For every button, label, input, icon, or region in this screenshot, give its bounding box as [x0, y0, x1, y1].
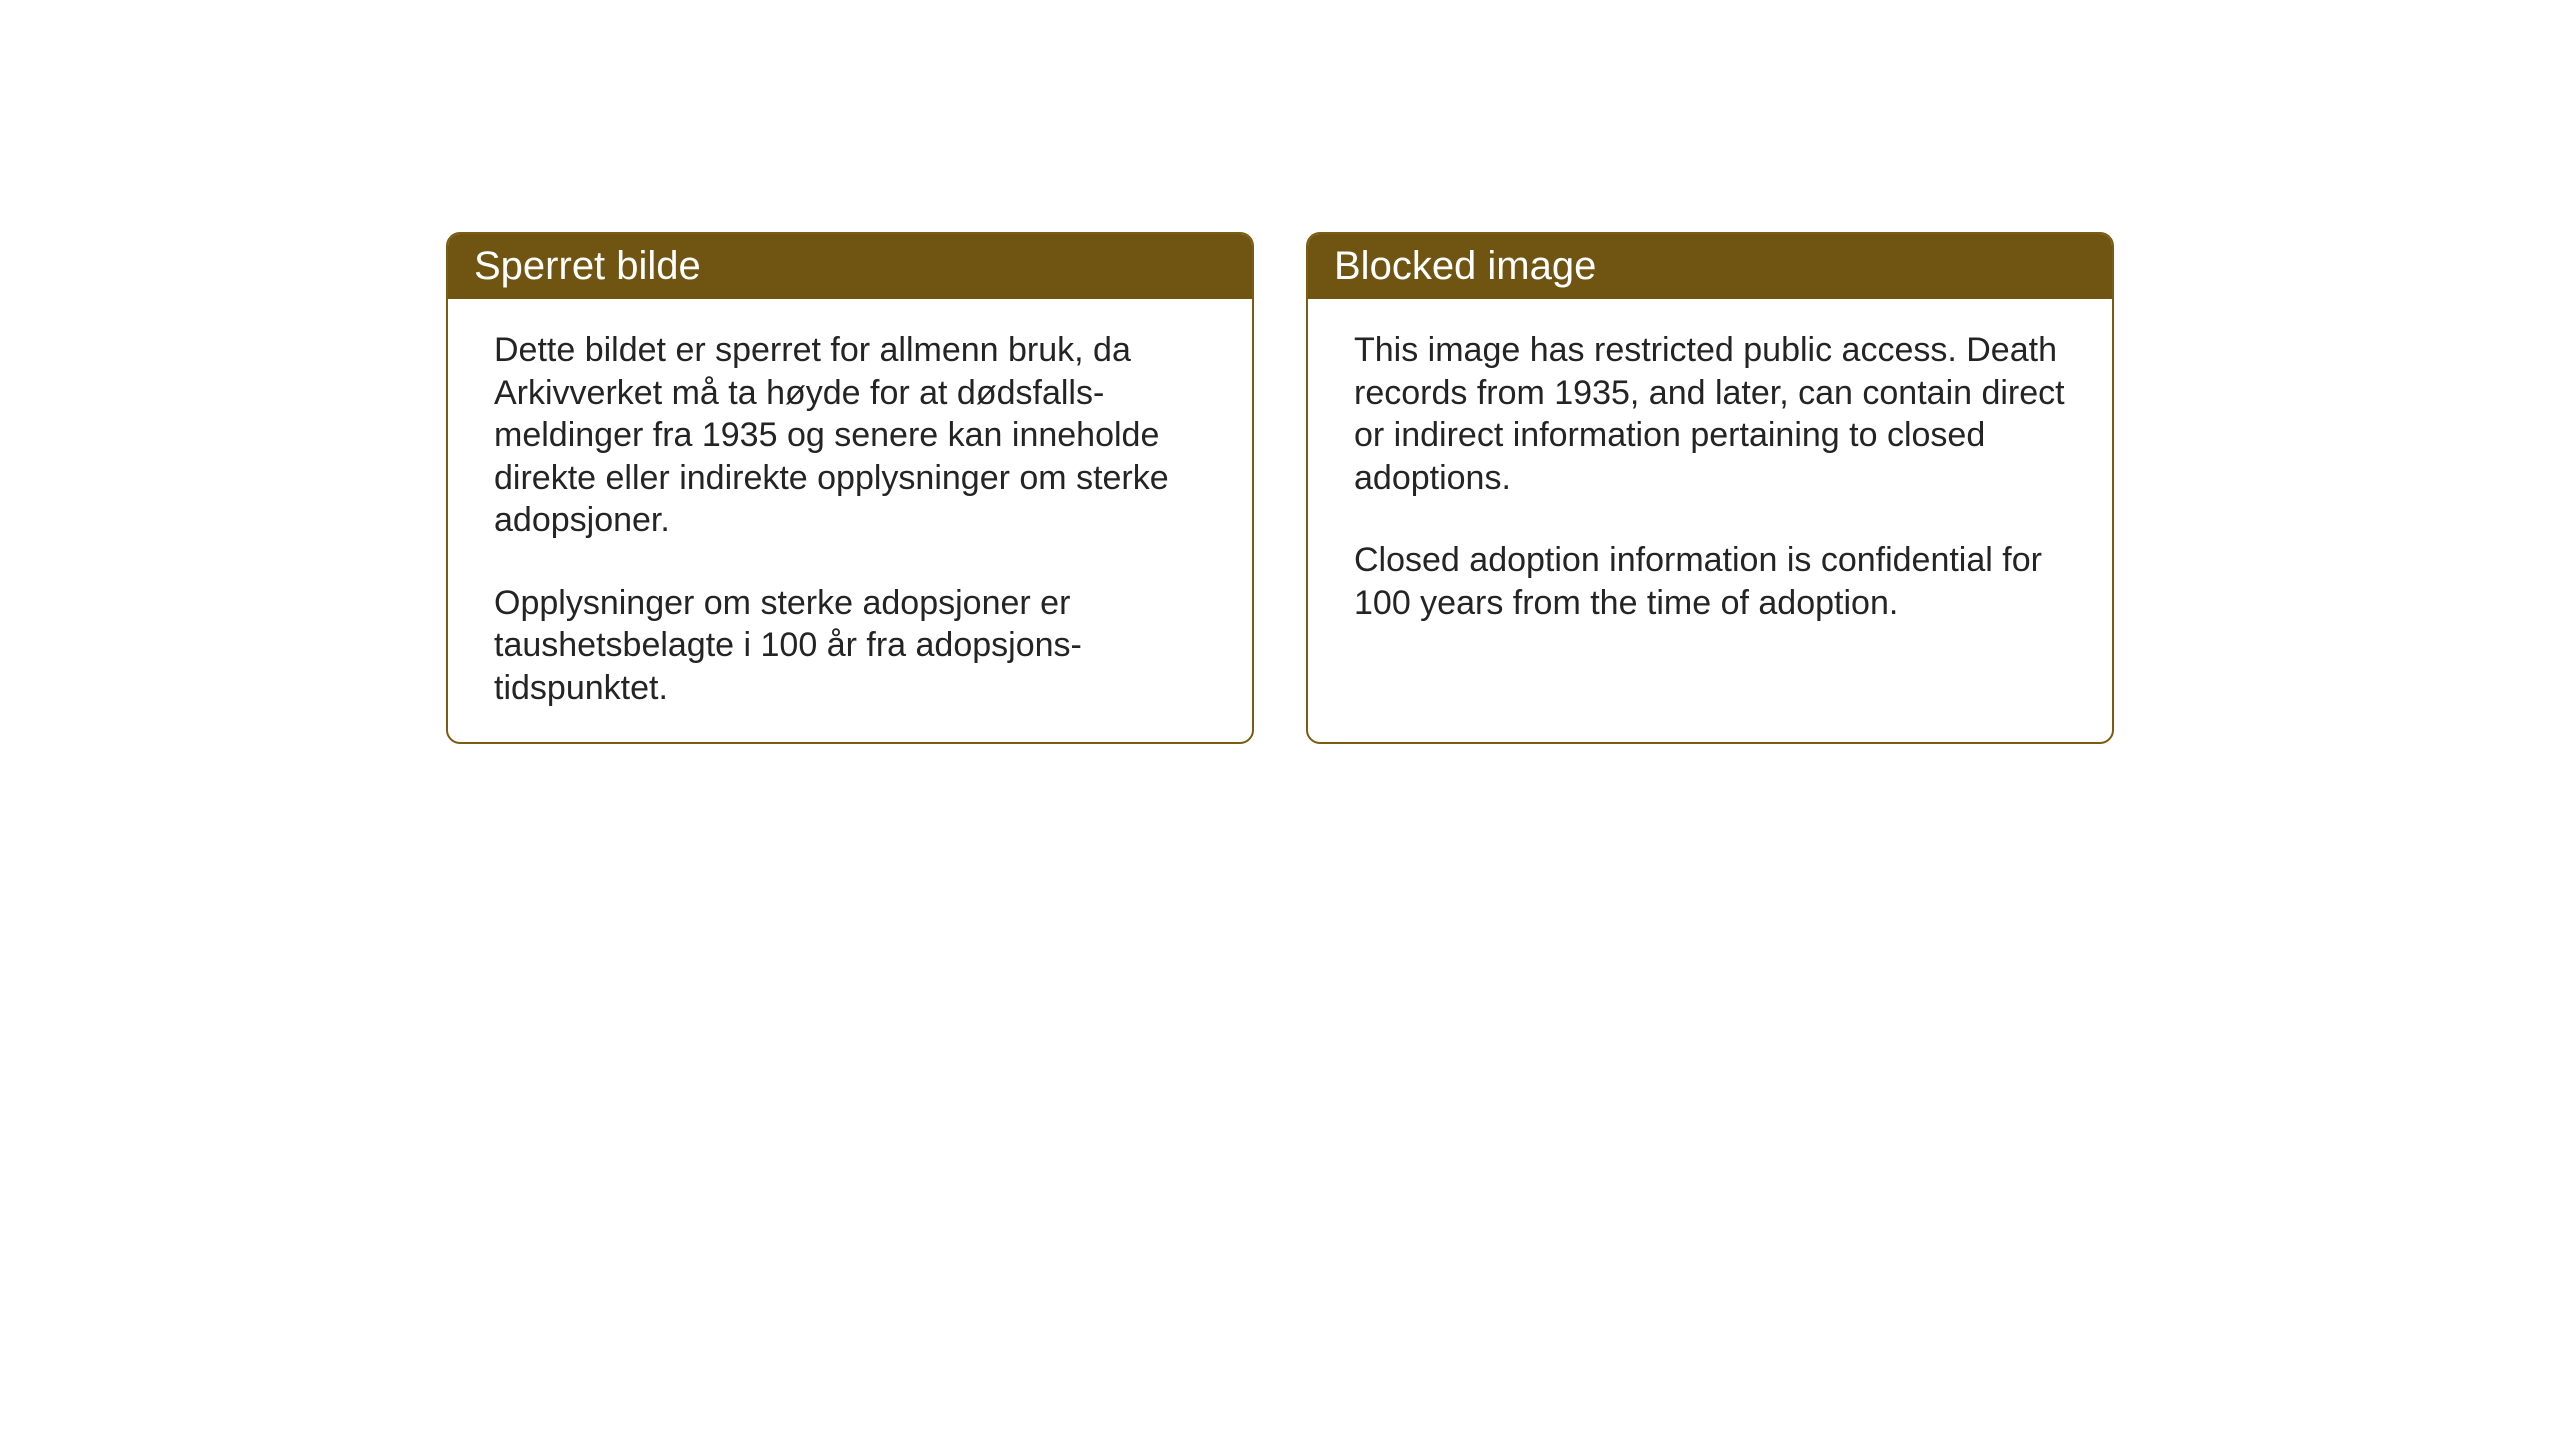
english-panel: Blocked image This image has restricted …	[1306, 232, 2114, 744]
norwegian-panel-header: Sperret bilde	[448, 234, 1252, 299]
norwegian-panel-body: Dette bildet er sperret for allmenn bruk…	[448, 299, 1252, 744]
english-paragraph-1: This image has restricted public access.…	[1354, 329, 2066, 499]
english-panel-header: Blocked image	[1308, 234, 2112, 299]
panels-container: Sperret bilde Dette bildet er sperret fo…	[446, 232, 2114, 744]
norwegian-panel-title: Sperret bilde	[474, 244, 701, 288]
norwegian-panel: Sperret bilde Dette bildet er sperret fo…	[446, 232, 1254, 744]
norwegian-paragraph-2: Opplysninger om sterke adopsjoner er tau…	[494, 582, 1206, 710]
english-paragraph-2: Closed adoption information is confident…	[1354, 539, 2066, 624]
english-panel-body: This image has restricted public access.…	[1308, 299, 2112, 664]
norwegian-paragraph-1: Dette bildet er sperret for allmenn bruk…	[494, 329, 1206, 542]
english-panel-title: Blocked image	[1334, 244, 1596, 288]
